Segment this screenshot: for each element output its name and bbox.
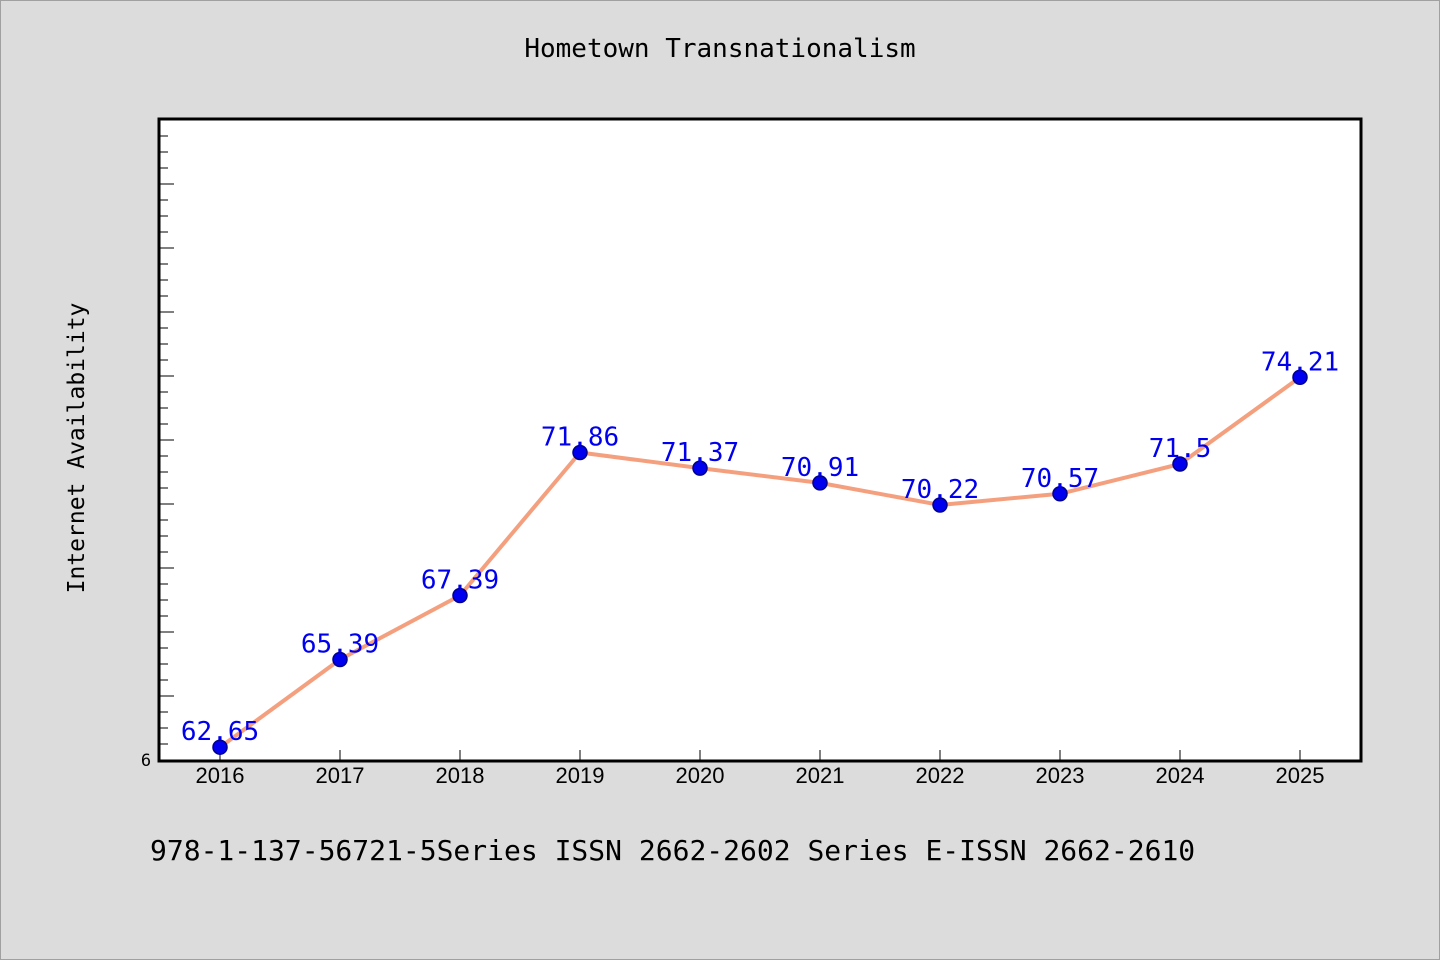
data-point (1292, 369, 1308, 386)
x-tick-label: 2021 (796, 763, 845, 788)
data-point (812, 475, 828, 491)
data-point (212, 739, 228, 755)
series-line (218, 375, 1302, 749)
x-tick-label: 2022 (916, 763, 965, 788)
data-point (1052, 486, 1068, 502)
data-label: 67.39 (421, 566, 499, 596)
data-point (692, 460, 708, 476)
x-tick-label: 2019 (556, 763, 605, 788)
series-group: 62.65 65.39 67.39 71.86 71.37 70.91 70.22 70.57… (181, 347, 1339, 755)
x-tick-label: 2016 (196, 763, 245, 788)
data-label: 65.39 (301, 630, 379, 660)
y-axis-label: Internet Availability (64, 303, 90, 594)
data-label: 62.65 (181, 717, 259, 747)
y-tick-label: 6 (141, 751, 151, 771)
data-label: 71.86 (541, 422, 619, 452)
plot-area (157, 117, 1363, 763)
x-tick-label: 2020 (676, 763, 725, 788)
data-label: 71.5 (1149, 434, 1212, 464)
data-label: 71.37 (661, 438, 739, 468)
data-point (1172, 456, 1188, 472)
y-axis-ticks: 6 (141, 119, 174, 771)
data-point (452, 587, 468, 604)
x-axis-ticks: 2016 2017 2018 2019 2020 2021 2022 2023 2024 2025 (196, 750, 1325, 788)
data-label: 74.21 (1261, 347, 1339, 377)
data-point (932, 497, 948, 513)
x-tick-label: 2023 (1036, 763, 1085, 788)
footer-note: 978-1-137-56721-5Series ISSN 2662-2602 S… (150, 834, 1196, 867)
x-tick-label: 2017 (316, 763, 365, 788)
data-label: 70.91 (781, 453, 859, 483)
x-tick-label: 2024 (1156, 763, 1205, 788)
data-point (572, 444, 588, 461)
data-label: 70.22 (901, 475, 979, 505)
x-tick-label: 2025 (1276, 763, 1325, 788)
data-label: 70.57 (1021, 464, 1099, 494)
x-tick-label: 2018 (436, 763, 485, 788)
chart-title: Hometown Transnationalism (524, 34, 916, 64)
data-point (332, 651, 348, 668)
